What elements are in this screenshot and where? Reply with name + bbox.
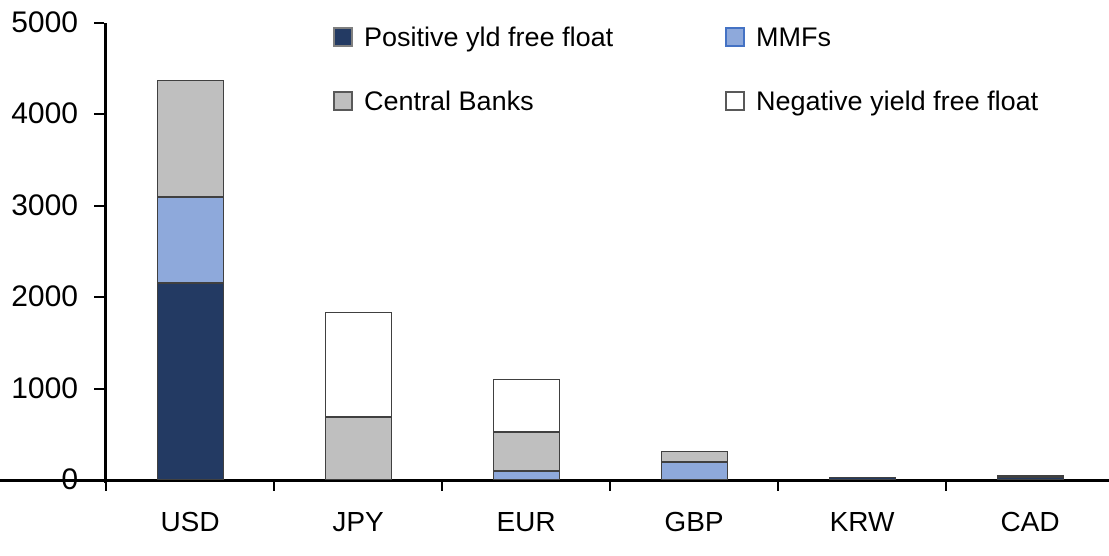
bar-segment-jpy-3 [324, 311, 392, 417]
x-axis-category-label: GBP [664, 506, 724, 537]
bar-segment-usd-0 [156, 283, 224, 480]
legend-item-3: Negative yield free float [725, 85, 1038, 117]
x-axis-category-label: USD [160, 506, 220, 537]
bar-segment-krw-0 [828, 476, 896, 480]
legend-item-2: Central Banks [333, 85, 725, 117]
y-axis-tick [94, 296, 104, 299]
y-axis-tick [94, 204, 104, 207]
bar-segment-cad-0 [996, 477, 1064, 480]
bar-segment-usd-2 [156, 79, 224, 197]
y-axis-tick-label: 0 [61, 463, 78, 496]
y-axis-tick [94, 387, 104, 390]
y-axis-tick-label: 5000 [11, 6, 78, 39]
x-axis-category-label: JPY [332, 506, 384, 537]
bar-segment-eur-1 [492, 470, 560, 480]
x-axis-tick [777, 482, 779, 491]
legend: Positive yld free float MMFs Central Banks… [333, 21, 1038, 117]
y-axis-tick [94, 479, 104, 481]
bar-segment-gbp-2 [660, 450, 728, 462]
x-axis-category-label: CAD [1000, 506, 1060, 537]
y-axis-tick-label: 1000 [11, 371, 78, 405]
legend-item-1: MMFs [725, 21, 1038, 53]
legend-label: Positive yld free float [364, 22, 614, 52]
bar-segment-gbp-1 [660, 461, 728, 480]
x-axis-tick [945, 482, 947, 491]
y-axis-tick [94, 22, 104, 24]
legend-swatch-icon [725, 27, 745, 47]
legend-swatch-icon [725, 91, 745, 111]
y-axis-tick [94, 113, 104, 116]
x-axis-category-label: EUR [496, 506, 556, 537]
x-axis-tick [105, 482, 107, 491]
bar-segment-usd-1 [156, 196, 224, 284]
legend-label: Central Banks [364, 86, 534, 116]
legend-swatch-icon [333, 91, 353, 111]
y-axis-tick-label: 3000 [11, 188, 78, 222]
x-axis-category-label: KRW [829, 506, 895, 537]
x-axis-line [0, 479, 1109, 482]
y-axis-line [104, 23, 107, 483]
legend-label: Negative yield free float [756, 86, 1039, 116]
y-axis-tick-label: 4000 [11, 97, 78, 131]
bar-segment-eur-3 [492, 379, 560, 432]
x-axis-tick [609, 482, 611, 491]
legend-swatch-icon [333, 27, 353, 47]
legend-label: MMFs [756, 22, 831, 52]
bar-segment-cad-2 [996, 474, 1064, 478]
x-axis-tick [441, 482, 443, 491]
legend-item-0: Positive yld free float [333, 21, 725, 53]
bar-segment-jpy-2 [324, 416, 392, 480]
bar-segment-eur-2 [492, 432, 560, 471]
x-axis-tick [273, 482, 275, 491]
y-axis-tick-label: 2000 [11, 280, 78, 314]
